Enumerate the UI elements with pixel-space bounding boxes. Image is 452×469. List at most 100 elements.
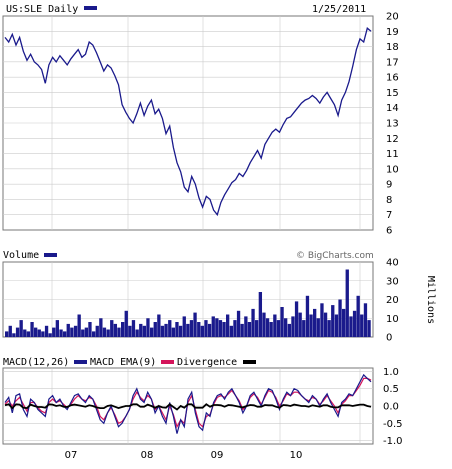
volume-y-tick: 20 (386, 295, 399, 306)
volume-bar (59, 329, 63, 337)
volume-bar (215, 318, 219, 338)
volume-bar (251, 308, 255, 337)
volume-bar (316, 318, 320, 338)
price-y-tick: 7 (386, 210, 392, 221)
volume-bar (302, 320, 306, 337)
price-panel: US:SLE Daily 1/25/2011 20 19 18 17 16 15 14 13 1… (2, 4, 399, 237)
volume-bar (164, 323, 168, 337)
macd-legend-divergence-label: Divergence (177, 357, 237, 368)
price-y-tick: 20 (386, 12, 399, 23)
price-y-tick: 11 (386, 149, 399, 160)
volume-bar (226, 314, 230, 337)
volume-bar (186, 323, 190, 337)
price-y-tick: 8 (386, 195, 392, 206)
volume-bar (320, 303, 324, 338)
price-series-line (4, 27, 372, 217)
volume-bar (41, 331, 45, 337)
volume-bar (157, 314, 161, 337)
volume-bar (37, 329, 41, 337)
volume-bar (12, 333, 16, 338)
macd-line (4, 373, 372, 434)
macd-legend-macd-label: MACD(12,26) (3, 357, 69, 368)
volume-bar (338, 299, 342, 337)
volume-bar (95, 325, 99, 338)
volume-bar (182, 316, 186, 337)
price-grid (3, 16, 373, 230)
macd-y-tick: 0.5 (383, 384, 399, 395)
volume-bar (84, 327, 89, 337)
price-y-axis: 20 19 18 17 16 15 14 13 12 11 10 9 8 7 6 (386, 12, 399, 237)
macd-y-tick: 1.0 (383, 367, 399, 378)
volume-bar (70, 327, 74, 337)
volume-y-tick: 30 (386, 276, 399, 287)
price-y-tick: 19 (386, 27, 399, 38)
volume-bar (255, 320, 259, 337)
volume-bar (63, 331, 67, 337)
volume-bar (153, 322, 157, 337)
volume-bar (44, 325, 49, 338)
volume-bar (131, 320, 136, 337)
volume-bar (113, 323, 118, 337)
volume-bar (23, 329, 27, 337)
volume-bar (26, 331, 31, 337)
x-tick-label: 08 (141, 450, 154, 461)
volume-bar (313, 308, 317, 337)
price-y-tick: 13 (386, 119, 399, 130)
volume-bar (269, 322, 273, 337)
volume-bar (146, 318, 150, 338)
volume-y-label: Millions (425, 276, 436, 324)
volume-bar (15, 327, 20, 337)
volume-bar (265, 318, 270, 338)
volume-bar (207, 323, 212, 337)
volume-bar (102, 327, 107, 337)
volume-bar (356, 295, 360, 338)
volume-bar (124, 310, 128, 338)
price-y-tick: 15 (386, 88, 399, 99)
volume-bar (19, 320, 23, 337)
volume-bar (273, 314, 277, 337)
volume-bar (73, 325, 78, 338)
volume-bar (349, 316, 353, 337)
volume-bar (30, 322, 34, 337)
volume-bar (178, 325, 183, 338)
volume-bar (218, 320, 223, 337)
volume-bar (150, 327, 154, 337)
volume-bar (193, 312, 197, 337)
volume-bar (233, 320, 237, 337)
price-y-tick: 17 (386, 57, 399, 68)
x-tick-label: 10 (290, 450, 303, 461)
volume-bar (200, 325, 205, 338)
price-y-tick: 12 (386, 134, 399, 145)
price-y-tick: 10 (386, 164, 399, 175)
volume-bar (175, 322, 179, 337)
volume-bar (211, 316, 215, 337)
volume-bar (128, 325, 132, 338)
volume-bar (367, 320, 371, 337)
volume-panel: Volume © BigCharts.com 40 30 20 10 0 Million… (2, 250, 436, 344)
x-axis: 07 08 09 10 (65, 450, 303, 461)
volume-bar (168, 320, 172, 337)
volume-bar (197, 322, 201, 337)
volume-bar (229, 325, 234, 338)
volume-bar (106, 329, 110, 337)
volume-bar (48, 333, 52, 338)
macd-legend-ema-swatch (161, 360, 174, 364)
price-y-tick: 14 (386, 103, 399, 114)
macd-legend-ema-label: MACD EMA(9) (90, 357, 156, 368)
volume-bar (247, 322, 252, 337)
volume-y-tick: 0 (386, 333, 392, 344)
macd-panel: MACD(12,26) MACD EMA(9) Divergence 1.0 0.… (2, 357, 403, 447)
volume-bar (5, 331, 9, 337)
volume-bar (66, 323, 70, 337)
price-y-tick: 18 (386, 42, 399, 53)
macd-y-tick: 0.0 (383, 402, 399, 413)
volume-bar (77, 314, 81, 337)
volume-bar (240, 323, 244, 337)
volume-bar (88, 322, 92, 337)
volume-bar (121, 322, 125, 337)
volume-bar (139, 323, 143, 337)
volume-bar (81, 329, 85, 337)
volume-y-axis: 40 30 20 10 0 (386, 258, 399, 344)
volume-bar (360, 314, 364, 337)
